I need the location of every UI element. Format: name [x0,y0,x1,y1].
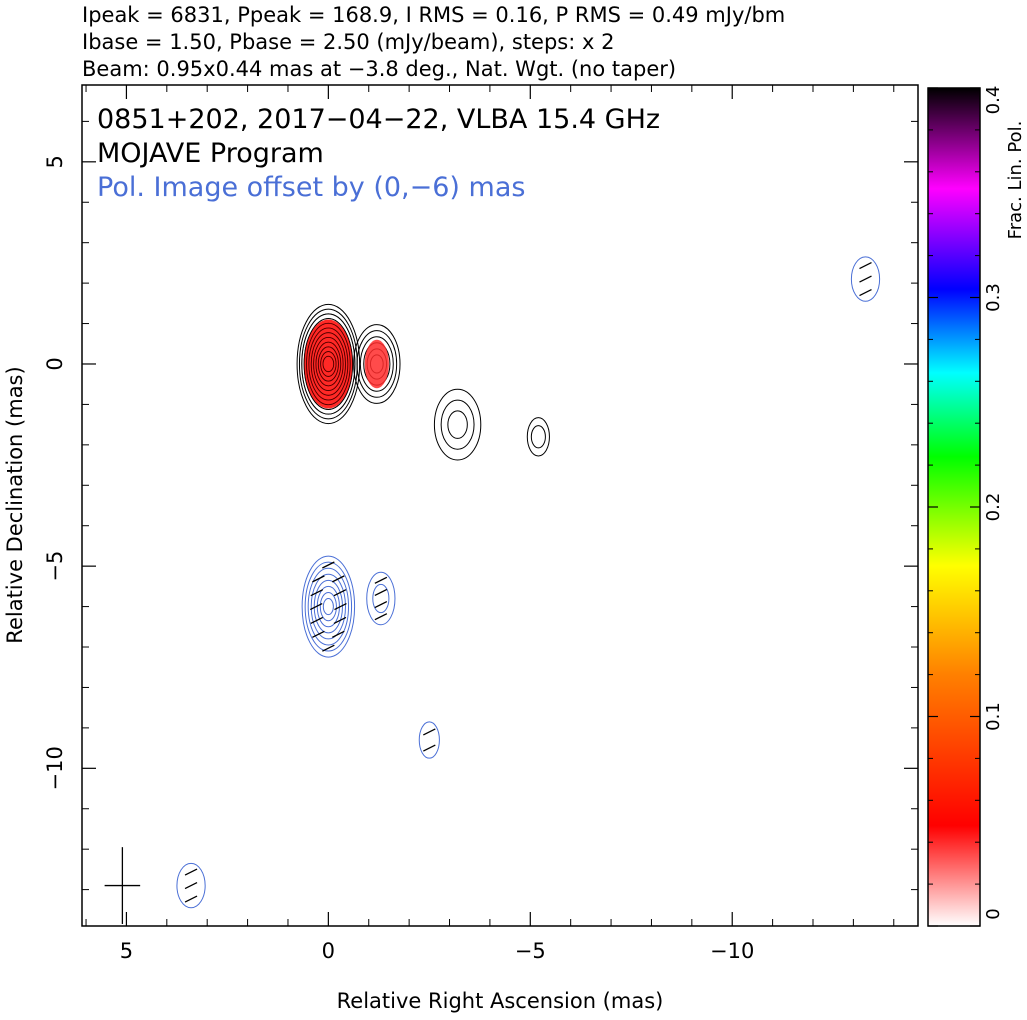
colorbar-tick-label: 0.1 [983,702,1004,731]
x-tick-label: 5 [120,939,133,963]
evpa-vector [312,630,325,638]
stokes-i-inner-contour [317,346,339,382]
colorbar: 0 0.1 0.2 0.3 0.4 Frac. Lin. Pol. [927,86,1026,927]
plot-area: 5 0 −5 −10 5 0 −5 −10 [43,84,919,963]
stokes-i-contour [530,425,546,449]
stokes-i-inner-contour [310,332,346,396]
evpa-vector [184,881,198,890]
colorbar-tick-label: 0.4 [983,86,1004,115]
evpa-vector [333,589,347,597]
stokes-i-contour [296,303,361,425]
stokes-i-inner-contour [315,341,342,387]
evpa-vector [309,603,323,611]
polarized-contour [322,598,334,616]
header-line-1: Ipeak = 6831, Ppeak = 168.9, I RMS = 0.1… [82,3,785,27]
y-tick-label: −10 [43,746,67,790]
y-axis-label: Relative Declination (mas) [3,366,27,643]
polarized-intensity-contours [176,256,881,909]
x-tick-label: −10 [710,939,754,963]
y-tick-label: 0 [43,357,67,370]
y-tick-label: 5 [43,155,67,168]
evpa-vector [423,728,436,736]
y-tick-label: −5 [43,551,67,582]
colorbar-tick-label: 0 [983,908,1004,919]
polarized-contour [372,583,390,614]
evpa-vector [310,616,324,625]
fractional-polarization-image [301,313,389,415]
polarized-contour [307,567,350,646]
evpa-vector [310,589,324,597]
polarized-contour [176,862,206,909]
stokes-i-contour [433,388,482,461]
stokes-i-contour [447,410,468,439]
colorbar-ticks: 0 0.1 0.2 0.3 0.4 [928,86,1004,927]
offset-annotation: Pol. Image offset by (0,−6) mas [97,172,525,203]
program-annotation: MOJAVE Program [97,138,324,169]
evpa-vector [859,262,872,270]
evpa-vector [333,616,347,625]
evpa-vector [322,561,335,569]
x-tick-label: 0 [322,939,335,963]
polarized-contour [418,721,440,759]
stokes-i-inner-contour [308,327,349,401]
evpa-vector [332,630,345,638]
evpa-vector [859,275,872,283]
header-line-2: Ibase = 1.50, Pbase = 2.50 (mJy/beam), s… [82,30,614,54]
colorbar-label: Frac. Lin. Pol. [1005,121,1026,240]
plot-frame [81,84,919,927]
x-tick-label: −5 [515,939,546,963]
source-annotation: 0851+202, 2017−04−22, VLBA 15.4 GHz [97,104,660,135]
evpa-vectors [184,262,872,903]
stokes-i-inner-contour [301,313,356,415]
x-axis-ticks: 5 0 −5 −10 [85,85,895,963]
stokes-i-inner-contour [320,351,337,377]
polarized-contour [319,591,337,622]
stokes-i-inner-contour [313,336,344,391]
stokes-i-contour [356,330,398,398]
polarized-contour [310,573,347,640]
polarized-contour [301,555,356,658]
colorbar-tick-label: 0.2 [983,493,1004,522]
evpa-vector [334,603,347,611]
stokes-i-inner-contour [322,355,335,373]
beam-cross [104,847,141,924]
polarized-contour [313,579,343,634]
fractional-pol-region [364,339,389,389]
y-axis-ticks: 5 0 −5 −10 [43,120,918,891]
stokes-i-contour [353,324,401,404]
evpa-vector [374,588,388,597]
evpa-vector [374,576,388,584]
evpa-vector [374,613,388,621]
header-line-3: Beam: 0.95x0.44 mas at −3.8 deg., Nat. W… [82,57,676,81]
evpa-vector [184,868,198,876]
polarized-contour [850,256,881,302]
stokes-i-contour [359,336,394,392]
evpa-vector [322,644,335,652]
stokes-i-inner-contour [303,318,353,410]
evpa-vector [423,744,436,752]
polarized-contour [304,561,353,652]
x-axis-label: Relative Right Ascension (mas) [337,989,664,1013]
stokes-i-contour [440,399,475,450]
stokes-i-inner-contour [306,322,351,406]
evpa-vector [312,575,325,583]
evpa-vector [859,288,872,297]
evpa-vector [184,895,198,903]
colorbar-tick-label: 0.3 [983,283,1004,312]
evpa-vector [374,600,388,609]
evpa-vector [332,575,345,583]
stokes-i-contour [526,417,550,457]
polarized-contour [366,571,396,626]
